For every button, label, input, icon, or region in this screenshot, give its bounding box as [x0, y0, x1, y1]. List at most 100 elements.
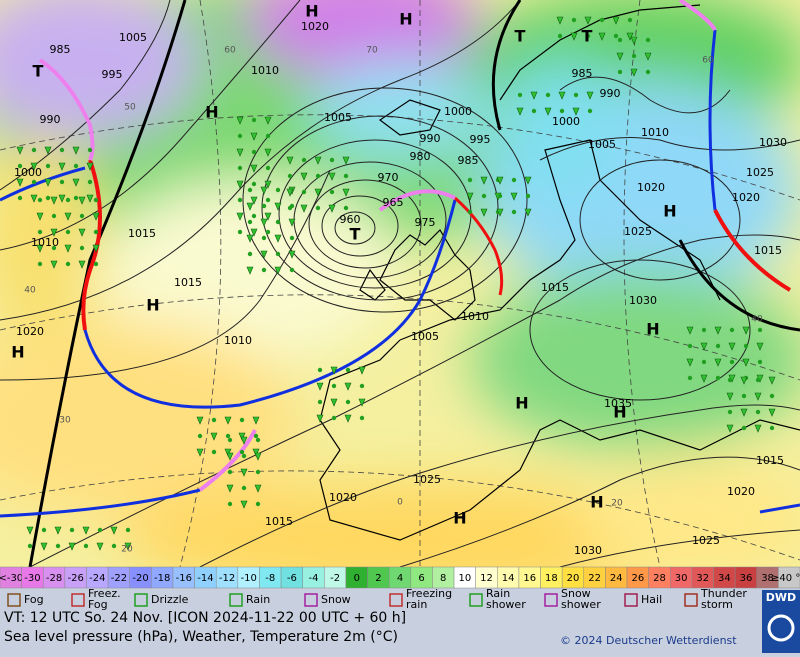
isobars	[0, 0, 800, 567]
legend-label-line: Snow	[561, 587, 591, 600]
pressure-label: 1015	[756, 454, 784, 467]
scale-label: -2	[330, 573, 340, 584]
isoline-label: 70	[366, 46, 378, 56]
scale-label: 32	[696, 573, 709, 584]
rain-symbol	[755, 409, 761, 415]
legend-icon	[544, 593, 558, 607]
shower-symbol	[644, 52, 652, 61]
shower-symbol	[714, 358, 722, 367]
rain-symbol	[617, 37, 623, 43]
pressure-label: 975	[415, 216, 436, 229]
rain-symbol	[275, 251, 281, 257]
rain-symbol	[315, 173, 321, 179]
shower-symbol	[78, 196, 86, 205]
rain-symbol	[93, 197, 99, 203]
shower-symbol	[700, 374, 708, 383]
pressure-label: 1010	[251, 64, 279, 77]
scale-label: -28	[46, 573, 62, 584]
legend-label-line: rain	[406, 598, 427, 611]
rain-symbol	[255, 501, 261, 507]
shower-symbol	[630, 36, 638, 45]
pressure-label: 1010	[224, 334, 252, 347]
rain-symbol	[261, 203, 267, 209]
rain-symbol	[41, 527, 47, 533]
scale-label: 28	[653, 573, 666, 584]
isoline-label: 40	[24, 286, 36, 296]
pressure-center: T	[582, 27, 593, 46]
rain-symbol	[239, 417, 245, 423]
legend-icon	[389, 593, 403, 607]
rain-symbol	[511, 209, 517, 215]
scale-label: -20	[132, 573, 148, 584]
shower-symbol	[556, 16, 564, 25]
shower-symbol	[686, 326, 694, 335]
rain-symbol	[287, 205, 293, 211]
scale-label: 18	[545, 573, 558, 584]
rain-symbol	[45, 195, 51, 201]
rain-symbol	[83, 543, 89, 549]
rain-symbol	[241, 485, 247, 491]
shower-symbol	[742, 358, 750, 367]
rain-symbol	[557, 33, 563, 39]
rain-symbol	[37, 197, 43, 203]
rain-symbol	[511, 177, 517, 183]
pressure-label: 1005	[324, 111, 352, 124]
shower-symbol	[510, 192, 518, 201]
pressure-label: 1020	[301, 20, 329, 33]
shower-symbol	[286, 156, 294, 165]
shower-symbol	[240, 468, 248, 477]
rain-symbol	[93, 229, 99, 235]
shower-symbol	[64, 212, 72, 221]
rain-symbol	[17, 163, 23, 169]
shower-symbol	[72, 178, 80, 187]
shower-symbol	[316, 414, 324, 423]
legend-icon	[7, 593, 21, 607]
shower-symbol	[58, 194, 66, 203]
scale-label: -10	[240, 573, 256, 584]
scale-label: ≥40 °C	[771, 573, 800, 584]
rain-symbol	[715, 375, 721, 381]
pressure-label: 1030	[574, 544, 602, 557]
valid-time: VT: 12 UTC So. 24 Nov. [ICON 2024-11-22 …	[4, 610, 406, 626]
pressure-center: H	[205, 103, 218, 122]
pressure-center: T	[350, 225, 361, 244]
shower-symbol	[36, 244, 44, 253]
rain-symbol	[265, 229, 271, 235]
pressure-label: 1005	[411, 330, 439, 343]
pressure-label: 1005	[119, 31, 147, 44]
rain-symbol	[261, 235, 267, 241]
shower-symbol	[342, 188, 350, 197]
shower-symbol	[274, 202, 282, 211]
shower-symbol	[250, 196, 258, 205]
rain-symbol	[225, 433, 231, 439]
shower-symbol	[238, 432, 246, 441]
rain-symbol	[769, 425, 775, 431]
shower-symbol	[196, 416, 204, 425]
rain-symbol	[27, 543, 33, 549]
shower-symbol	[246, 266, 254, 275]
legend-icon	[229, 593, 243, 607]
shower-symbol	[342, 156, 350, 165]
shower-symbol	[260, 250, 268, 259]
rain-symbol	[261, 267, 267, 273]
shower-symbol	[30, 194, 38, 203]
pressure-center: H	[646, 320, 659, 339]
shower-symbol	[252, 416, 260, 425]
isoline-label: 60	[702, 56, 714, 66]
pressure-label: 1020	[727, 485, 755, 498]
pressure-center: H	[515, 394, 528, 413]
scale-label: 2	[375, 573, 381, 584]
pressure-center: H	[399, 10, 412, 29]
shower-symbol	[26, 526, 34, 535]
legend-icon	[71, 593, 85, 607]
scale-label: -14	[197, 573, 213, 584]
rain-symbol	[251, 117, 257, 123]
legend-label-line: shower	[561, 598, 601, 611]
scale-label: 20	[567, 573, 580, 584]
rain-symbol	[51, 213, 57, 219]
scale-label: 30	[675, 573, 688, 584]
shower-symbol	[524, 208, 532, 217]
description: Sea level pressure (hPa), Weather, Tempe…	[4, 629, 398, 645]
rain-symbol	[343, 205, 349, 211]
